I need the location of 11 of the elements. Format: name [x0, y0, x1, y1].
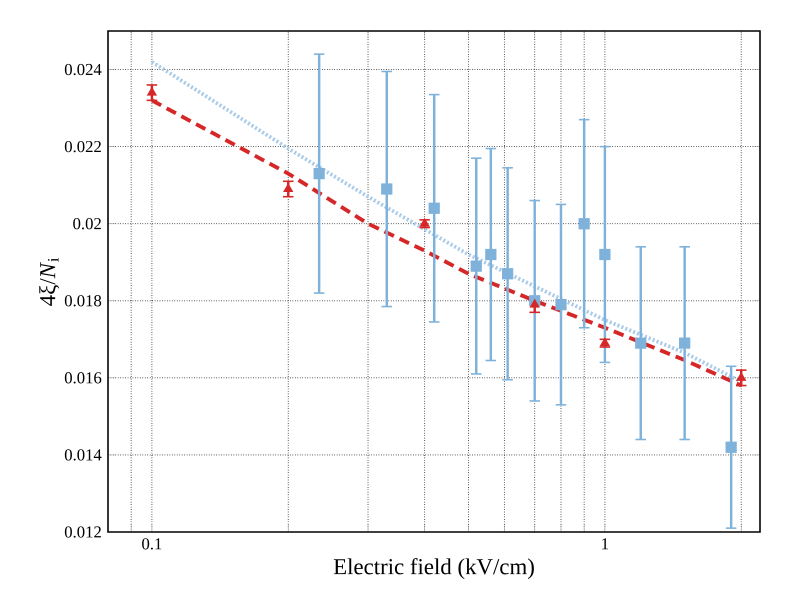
x-tick-label: 1	[602, 538, 608, 550]
x-axis-title: Electric field (kV/cm)	[334, 558, 534, 580]
y-tick-label: 0.018	[64, 295, 102, 306]
y-axis-title: 4ξ/N$_{i}$	[39, 258, 60, 306]
y-tick-label: 0.022	[64, 140, 101, 152]
y-tick-label: 0.024	[64, 64, 102, 76]
y-tick-label: 0.012	[64, 526, 101, 538]
y-tick-label: 0.02	[73, 218, 101, 230]
y-tick-label: 0.016	[64, 372, 102, 384]
x-tick-label: 0.1	[142, 538, 162, 550]
y-tick-label: 0.014	[64, 449, 102, 461]
